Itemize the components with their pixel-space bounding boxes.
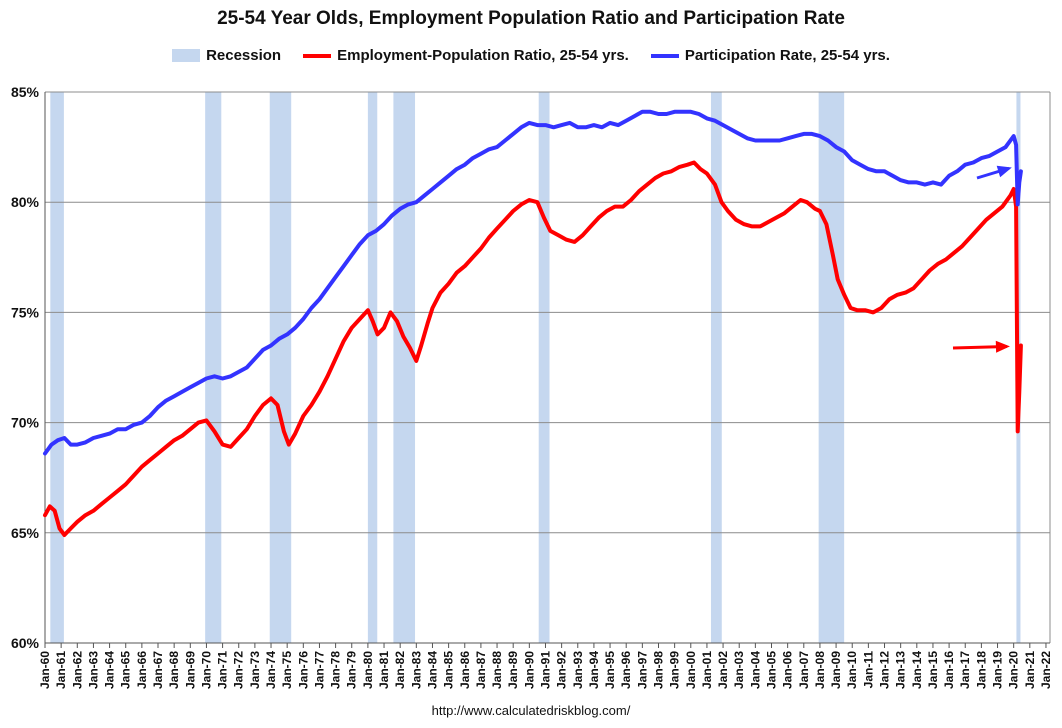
annotation-arrow-employment-head <box>995 340 1010 353</box>
x-tick-label: Jan-67 <box>151 651 165 689</box>
legend-label-employment: Employment-Population Ratio, 25-54 yrs. <box>337 47 629 64</box>
x-tick-label: Jan-11 <box>861 651 875 689</box>
x-tick-label: Jan-99 <box>668 651 682 689</box>
legend-item-recession: Recession <box>172 47 281 64</box>
x-tick-label: Jan-89 <box>506 651 520 689</box>
x-tick-label: Jan-74 <box>264 651 278 689</box>
recession-band <box>205 92 222 643</box>
y-tick-label: 75% <box>11 304 40 320</box>
x-tick-label: Jan-16 <box>942 651 956 689</box>
x-tick-label: Jan-87 <box>474 651 488 689</box>
legend-item-participation: Participation Rate, 25-54 yrs. <box>650 47 890 64</box>
x-tick-label: Jan-00 <box>684 651 698 689</box>
x-tick-label: Jan-70 <box>199 651 213 689</box>
x-tick-label: Jan-01 <box>700 651 714 689</box>
series-employment-population-ratio <box>43 160 1023 537</box>
recession-band <box>538 92 550 643</box>
legend-swatch-participation <box>650 53 679 58</box>
x-tick-label: Jan-15 <box>926 651 940 689</box>
x-tick-label: Jan-91 <box>538 651 552 689</box>
x-tick-label: Jan-61 <box>54 651 68 689</box>
x-tick-label: Jan-22 <box>1039 651 1053 689</box>
x-tick-label: Jan-96 <box>619 651 633 689</box>
x-tick-label: Jan-84 <box>425 651 439 689</box>
y-tick-label: 85% <box>11 84 40 100</box>
recession-band <box>50 92 64 643</box>
x-tick-label: Jan-73 <box>248 651 262 689</box>
x-tick-label: Jan-21 <box>1023 651 1037 689</box>
x-tick-label: Jan-83 <box>409 651 423 689</box>
chart-title: 25-54 Year Olds, Employment Population R… <box>217 8 845 29</box>
x-tick-label: Jan-86 <box>458 651 472 689</box>
x-tick-label: Jan-82 <box>393 651 407 689</box>
legend-item-employment: Employment-Population Ratio, 25-54 yrs. <box>303 47 629 64</box>
x-tick-label: Jan-17 <box>958 651 972 689</box>
x-tick-label: Jan-66 <box>135 651 149 689</box>
y-tick-label: 65% <box>11 525 40 541</box>
source-url: http://www.calculatedriskblog.com/ <box>431 703 631 718</box>
legend-label-participation: Participation Rate, 25-54 yrs. <box>684 47 890 64</box>
x-tick-label: Jan-71 <box>216 651 230 689</box>
recession-band <box>393 92 416 643</box>
recession-band <box>710 92 722 643</box>
x-tick-label: Jan-80 <box>361 651 375 689</box>
x-tick-label: Jan-10 <box>845 651 859 689</box>
x-tick-label: Jan-13 <box>894 651 908 689</box>
y-tick-label: 60% <box>11 635 40 651</box>
y-tick-label: 70% <box>11 415 40 431</box>
x-tick-label: Jan-77 <box>312 651 326 689</box>
x-tick-label: Jan-64 <box>103 651 117 689</box>
x-tick-label: Jan-72 <box>232 651 246 689</box>
x-tick-label: Jan-90 <box>522 651 536 689</box>
x-tick-label: Jan-06 <box>781 651 795 689</box>
x-tick-label: Jan-60 <box>38 651 52 689</box>
recession-band <box>269 92 292 643</box>
x-tick-label: Jan-75 <box>280 651 294 689</box>
x-tick-label: Jan-12 <box>878 651 892 689</box>
x-tick-label: Jan-18 <box>974 651 988 689</box>
x-tick-label: Jan-97 <box>635 651 649 689</box>
legend-label-recession: Recession <box>206 47 282 64</box>
x-tick-label: Jan-92 <box>555 651 569 689</box>
x-tick-label: Jan-68 <box>167 651 181 689</box>
x-tick-label: Jan-63 <box>86 651 100 689</box>
x-tick-label: Jan-88 <box>490 651 504 689</box>
series-participation-rate <box>43 109 1023 456</box>
x-tick-label: Jan-62 <box>70 651 84 689</box>
x-tick-label: Jan-93 <box>571 651 585 689</box>
x-tick-label: Jan-02 <box>716 651 730 689</box>
legend-swatch-employment <box>303 53 332 58</box>
recession-band <box>367 92 378 643</box>
annotation-arrow-participation-head <box>996 165 1012 178</box>
x-tick-label: Jan-19 <box>991 651 1005 689</box>
x-tick-label: Jan-20 <box>1007 651 1021 689</box>
x-tick-label: Jan-65 <box>119 651 133 689</box>
x-tick-label: Jan-78 <box>329 651 343 689</box>
x-tick-label: Jan-05 <box>765 651 779 689</box>
x-tick-label: Jan-07 <box>797 651 811 689</box>
x-tick-label: Jan-85 <box>442 651 456 689</box>
legend: Recession Employment-Population Ratio, 2… <box>0 47 1062 64</box>
y-tick-label: 80% <box>11 194 40 210</box>
x-tick-label: Jan-08 <box>813 651 827 689</box>
x-tick-label: Jan-76 <box>296 651 310 689</box>
recession-band <box>818 92 845 643</box>
legend-swatch-recession <box>172 49 201 62</box>
x-tick-label: Jan-98 <box>651 651 665 689</box>
x-tick-label: Jan-14 <box>910 651 924 689</box>
x-tick-label: Jan-94 <box>587 651 601 689</box>
x-tick-label: Jan-09 <box>829 651 843 689</box>
x-tick-label: Jan-81 <box>377 651 391 689</box>
x-tick-label: Jan-95 <box>603 651 617 689</box>
x-tick-label: Jan-79 <box>345 651 359 689</box>
x-tick-label: Jan-04 <box>748 651 762 689</box>
x-tick-label: Jan-03 <box>732 651 746 689</box>
x-tick-label: Jan-69 <box>183 651 197 689</box>
